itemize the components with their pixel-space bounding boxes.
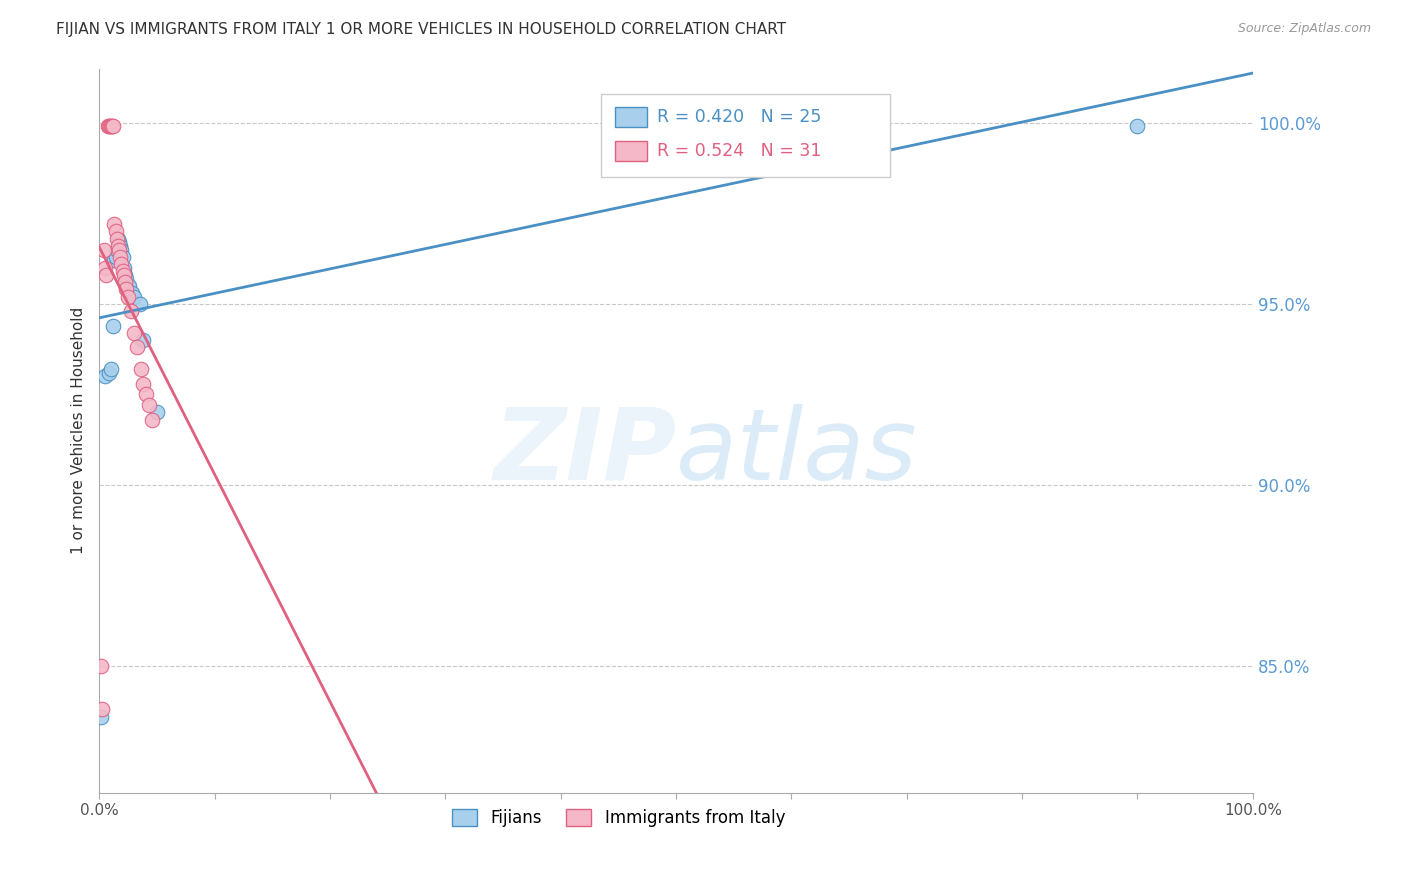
Point: [129, 362, 152, 376]
Point: [117, 278, 139, 293]
Point: [115, 282, 138, 296]
Point: [111, 250, 134, 264]
Point: [112, 260, 135, 275]
Point: [117, 290, 139, 304]
Point: [108, 239, 131, 253]
Text: ZIP: ZIP: [494, 404, 676, 500]
Bar: [614, 141, 647, 161]
Point: [105, 232, 128, 246]
Point: [114, 268, 136, 282]
Point: [90, 702, 112, 716]
FancyBboxPatch shape: [602, 94, 890, 178]
Point: [97, 120, 120, 134]
Point: [121, 285, 143, 300]
Text: Source: ZipAtlas.com: Source: ZipAtlas.com: [1237, 22, 1371, 36]
Point: [127, 340, 149, 354]
Point: [94, 260, 117, 275]
Text: R = 0.524   N = 31: R = 0.524 N = 31: [657, 142, 821, 160]
Point: [111, 264, 134, 278]
Point: [90, 709, 112, 723]
Point: [100, 362, 122, 376]
Text: FIJIAN VS IMMIGRANTS FROM ITALY 1 OR MORE VEHICLES IN HOUSEHOLD CORRELATION CHAR: FIJIAN VS IMMIGRANTS FROM ITALY 1 OR MOR…: [56, 22, 786, 37]
Point: [132, 333, 155, 347]
Point: [132, 376, 155, 391]
Point: [112, 268, 135, 282]
Point: [128, 297, 150, 311]
Point: [110, 257, 132, 271]
Point: [98, 120, 121, 134]
Y-axis label: 1 or more Vehicles in Household: 1 or more Vehicles in Household: [72, 307, 86, 554]
Point: [96, 120, 118, 134]
Point: [103, 318, 125, 333]
Point: [1126, 120, 1149, 134]
Point: [115, 271, 138, 285]
Bar: [614, 107, 647, 128]
Point: [103, 120, 125, 134]
Point: [97, 366, 120, 380]
Point: [138, 398, 160, 412]
Point: [122, 290, 145, 304]
Point: [114, 275, 136, 289]
Point: [104, 250, 127, 264]
Point: [104, 224, 127, 238]
Point: [108, 235, 131, 250]
Point: [838, 120, 860, 134]
Point: [120, 304, 142, 318]
Point: [146, 405, 169, 419]
Point: [105, 243, 128, 257]
Point: [90, 659, 112, 673]
Point: [94, 369, 117, 384]
Point: [103, 217, 125, 231]
Point: [103, 253, 125, 268]
Point: [108, 250, 131, 264]
Text: atlas: atlas: [676, 404, 918, 500]
Point: [107, 232, 129, 246]
Point: [141, 413, 163, 427]
Point: [93, 243, 115, 257]
Point: [107, 239, 129, 253]
Point: [135, 387, 157, 401]
Legend: Fijians, Immigrants from Italy: Fijians, Immigrants from Italy: [443, 800, 793, 835]
Point: [122, 326, 145, 340]
Point: [100, 120, 122, 134]
Point: [96, 268, 118, 282]
Point: [118, 278, 141, 293]
Point: [101, 120, 124, 134]
Point: [108, 243, 131, 257]
Point: [110, 243, 132, 257]
Text: R = 0.420   N = 25: R = 0.420 N = 25: [657, 108, 821, 126]
